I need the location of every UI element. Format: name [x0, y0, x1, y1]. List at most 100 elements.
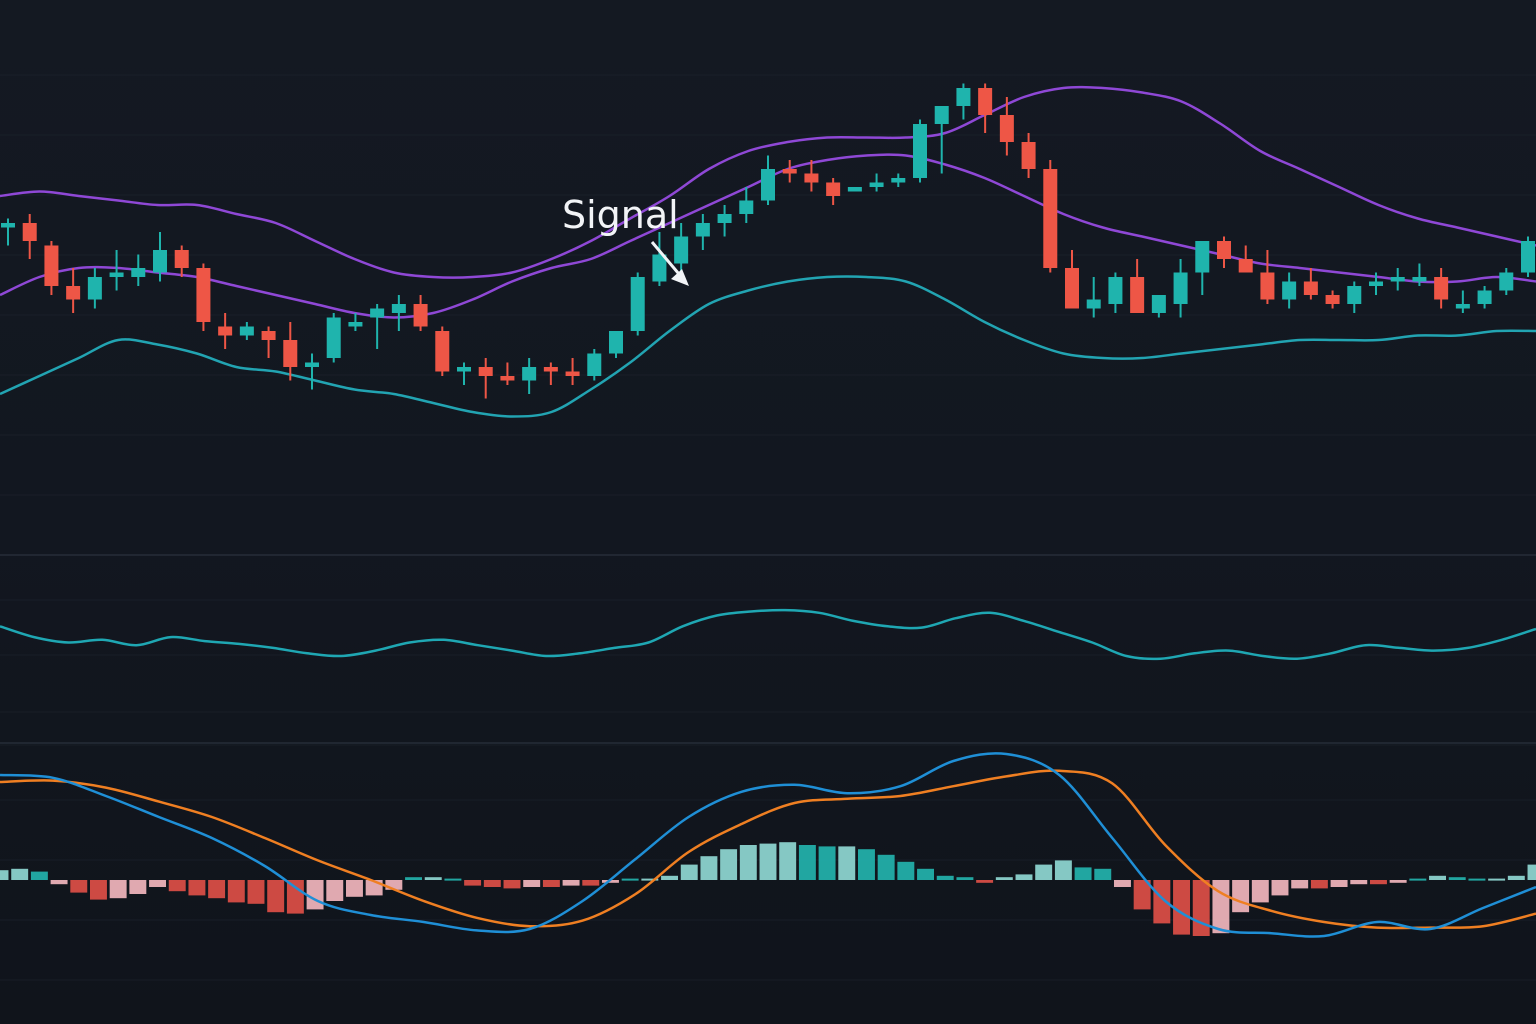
histogram-bar-negative: [601, 880, 619, 883]
histogram-bar-negative: [1173, 880, 1191, 935]
candle-up: [239, 326, 254, 336]
candle-up: [1477, 290, 1492, 304]
candle-down: [999, 115, 1014, 142]
candle-down: [1043, 169, 1058, 268]
histogram-bar-negative: [109, 880, 127, 899]
candle-down: [826, 182, 841, 196]
histogram-bar-positive: [1507, 875, 1525, 880]
candle-up: [1151, 295, 1166, 313]
candle-down: [196, 268, 211, 322]
histogram-bar-negative: [247, 880, 265, 904]
histogram-bar-positive: [0, 870, 9, 880]
signal-arrowhead-icon: [671, 269, 689, 286]
histogram-bar-positive: [680, 864, 698, 880]
candle-up: [1195, 241, 1210, 273]
histogram-bar-negative: [1251, 880, 1269, 903]
histogram-bar-negative: [345, 880, 363, 897]
histogram-bar-negative: [1310, 880, 1328, 889]
histogram-bar-positive: [818, 846, 836, 880]
histogram-bar-negative: [1330, 880, 1348, 887]
histogram-bar-positive: [798, 845, 816, 880]
histogram-bar-negative: [168, 880, 186, 892]
histogram-bar-negative: [582, 880, 600, 886]
histogram-bar-positive: [877, 854, 895, 880]
candle-up: [1347, 286, 1362, 304]
histogram-bar-negative: [562, 880, 580, 886]
candle-up: [305, 362, 319, 367]
histogram-bar-positive: [1468, 878, 1486, 881]
candle-up: [370, 308, 385, 318]
candle-down: [1260, 272, 1275, 300]
grid: [0, 74, 1536, 981]
histogram-bar-positive: [700, 856, 718, 880]
histogram-bar-negative: [188, 880, 206, 896]
upper-band-line: [0, 85, 1536, 279]
histogram-bar-positive: [956, 877, 974, 880]
candle-up: [87, 277, 102, 300]
candle-down: [66, 286, 81, 300]
histogram-bar-negative: [1291, 880, 1309, 889]
candle-up: [630, 277, 645, 331]
histogram-bar-positive: [739, 845, 757, 880]
histogram-bar-positive: [779, 842, 797, 880]
candle-up: [153, 250, 167, 273]
histogram-bar-positive: [857, 849, 875, 880]
histogram-bar-positive: [720, 849, 738, 880]
histogram-bar-positive: [897, 861, 915, 880]
candle-up: [652, 254, 667, 282]
histogram-bar-negative: [523, 880, 541, 887]
histogram-bar-negative: [227, 880, 245, 903]
histogram-bar-positive: [1074, 867, 1092, 880]
candle-up: [717, 214, 732, 223]
histogram-bar-positive: [1054, 860, 1072, 880]
histogram-bar-positive: [1094, 868, 1112, 880]
candle-down: [413, 304, 428, 327]
histogram-bar-negative: [326, 880, 344, 901]
histogram-bar-positive: [661, 875, 679, 880]
candle-down: [22, 223, 37, 241]
candle-down: [1130, 277, 1145, 313]
candle-up: [1, 223, 15, 228]
histogram-bar-negative: [267, 880, 285, 913]
histogram-bar-negative: [1271, 880, 1289, 896]
candle-down: [44, 245, 59, 286]
candle-up: [348, 322, 363, 327]
candle-up: [761, 169, 775, 201]
price-panel: [0, 83, 1536, 418]
candle-up: [1173, 272, 1188, 304]
histogram-bar-positive: [917, 868, 935, 880]
histogram-bar-negative: [50, 880, 68, 885]
histogram-bar-negative: [70, 880, 88, 893]
candle-up: [913, 124, 927, 178]
lower-band-line: [0, 275, 1536, 418]
histogram-bar-negative: [1133, 880, 1151, 910]
candle-down: [218, 326, 233, 336]
candle-down: [543, 367, 558, 372]
candle-up: [1412, 277, 1427, 282]
histogram-bar-positive: [1448, 877, 1466, 880]
candle-down: [435, 331, 450, 372]
candle-up: [1086, 299, 1101, 309]
histogram-bar-negative: [208, 880, 226, 899]
candle-up: [457, 367, 471, 372]
histogram-bar-negative: [129, 880, 147, 894]
candle-down: [261, 331, 276, 340]
candle-down: [1021, 142, 1036, 169]
signal-annotation-group: Signal: [562, 193, 689, 286]
macd-line: [0, 752, 1536, 938]
histogram-bar-positive: [444, 878, 462, 881]
histogram-bar-negative: [542, 880, 560, 887]
candle-up: [1282, 281, 1297, 300]
histogram-bar-negative: [1113, 880, 1131, 887]
histogram-bar-negative: [306, 880, 324, 910]
macd-panel: [0, 752, 1536, 938]
candle-down: [1217, 241, 1231, 259]
oscillator-line: [0, 608, 1536, 661]
candle-up: [1369, 281, 1383, 286]
candle-down: [1065, 268, 1079, 309]
histogram-bar-negative: [503, 880, 521, 889]
candle-up: [869, 182, 884, 187]
candle-up: [739, 200, 754, 214]
histogram-bar-positive: [1409, 878, 1427, 881]
